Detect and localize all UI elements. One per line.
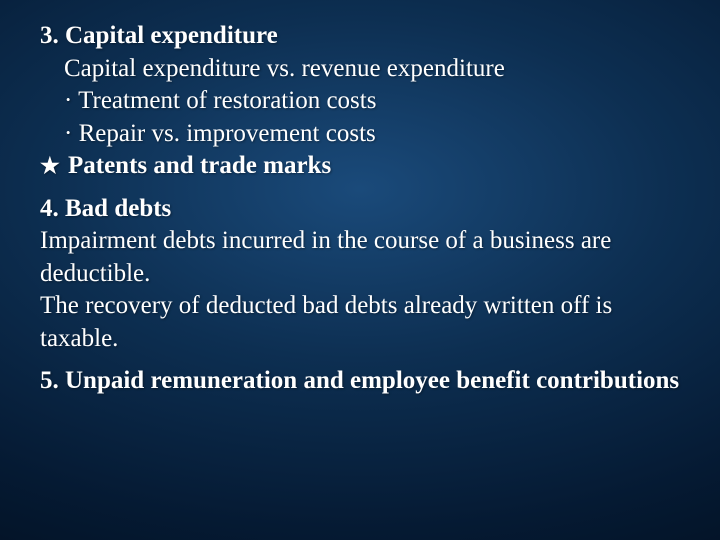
section-4-heading: 4. Bad debts: [40, 193, 690, 226]
slide-container: 3. Capital expenditure Capital expenditu…: [0, 0, 720, 540]
star-icon: ★: [40, 152, 60, 181]
spacer: [40, 183, 690, 193]
star-line-text: Patents and trade marks: [68, 152, 331, 179]
section-3-star-line: ★ Patents and trade marks: [40, 150, 690, 183]
section-3-bullet-1: Capital expenditure vs. revenue expendit…: [40, 53, 690, 86]
section-5-heading: 5. Unpaid remuneration and employee bene…: [40, 365, 690, 398]
section-4-body-1: Impairment debts incurred in the course …: [40, 225, 690, 290]
section-3-heading: 3. Capital expenditure: [40, 20, 690, 53]
spacer: [40, 355, 690, 365]
section-3-bullet-2: · Treatment of restoration costs: [40, 85, 690, 118]
section-4-body-2: The recovery of deducted bad debts alrea…: [40, 290, 690, 355]
section-3-bullet-3: · Repair vs. improvement costs: [40, 118, 690, 151]
